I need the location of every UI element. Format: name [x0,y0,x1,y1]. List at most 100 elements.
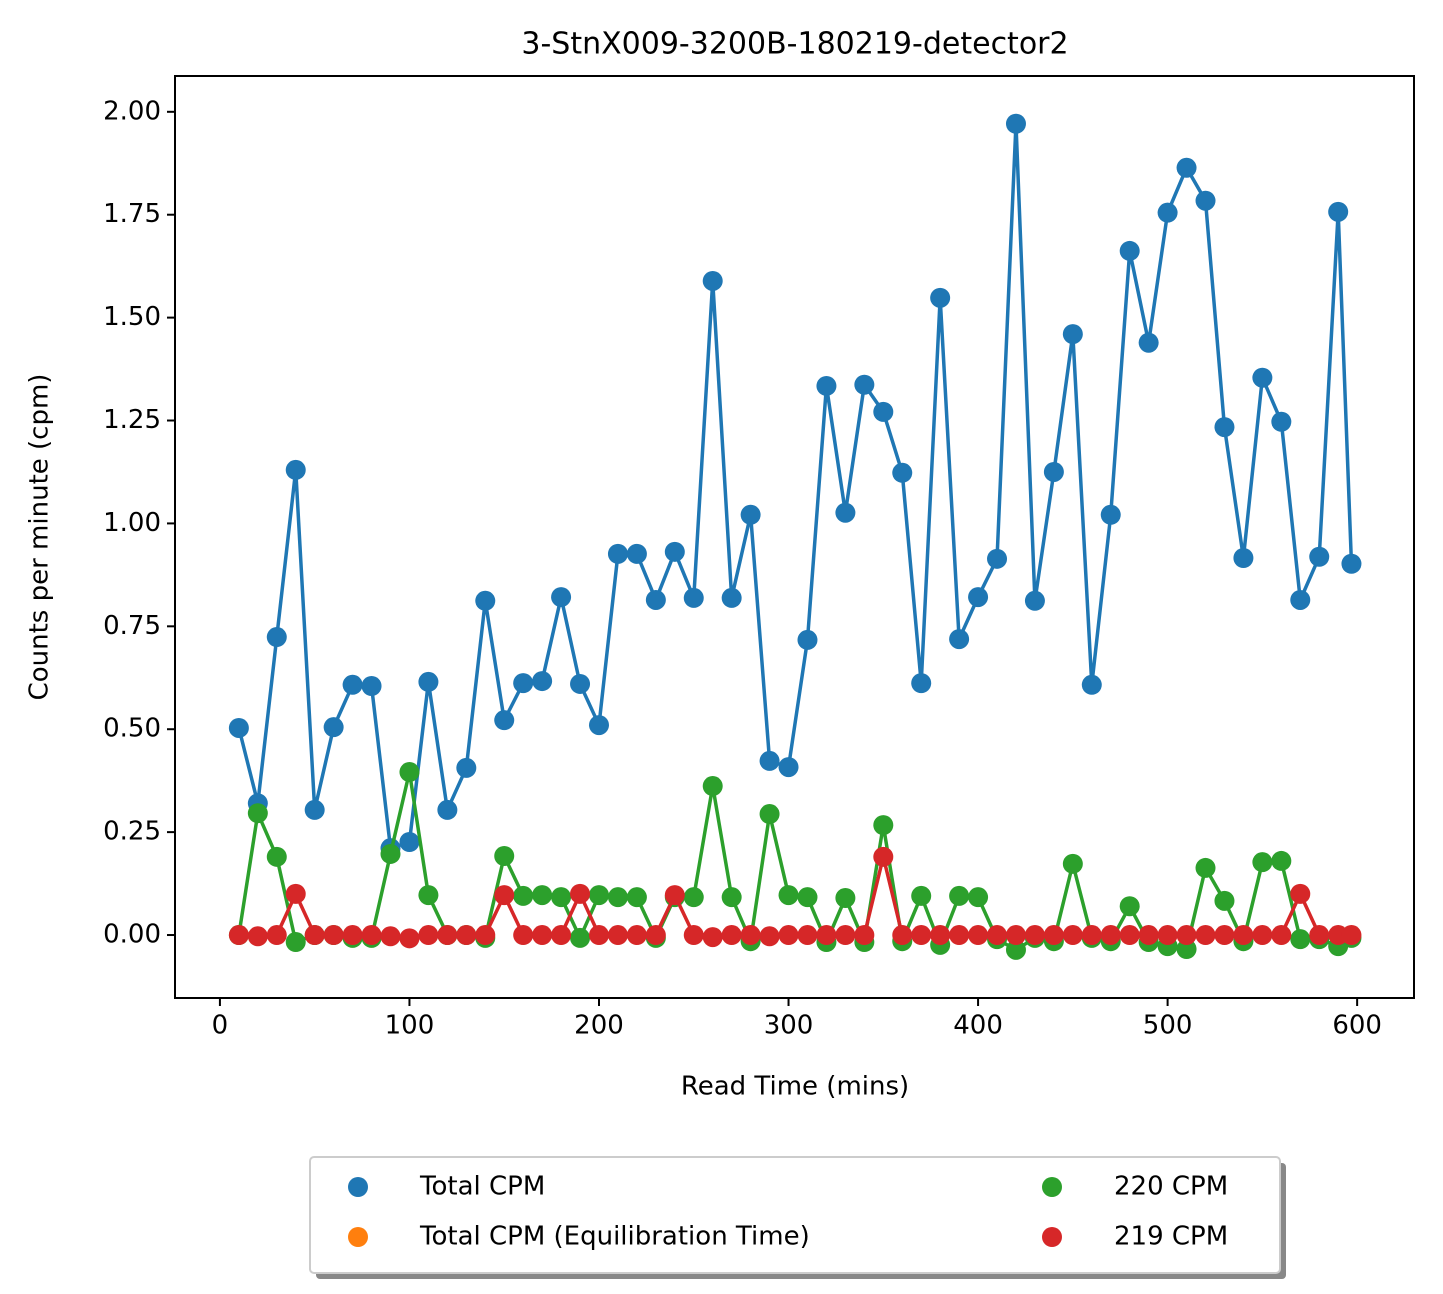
y-tick-label: 1.25 [103,405,161,435]
data-point [1138,925,1159,946]
x-tick-label: 500 [1143,1011,1193,1041]
data-point [1271,850,1292,871]
data-point [532,885,553,906]
data-point [892,462,913,483]
data-point [513,885,534,906]
data-point [570,927,591,948]
data-point [1195,925,1216,946]
data-point [911,925,932,946]
legend-label: Total CPM (Equilibration Time) [419,1222,810,1252]
data-point [1100,925,1121,946]
data-point [778,757,799,778]
data-point [513,925,534,946]
legend-label: 220 CPM [1114,1172,1228,1202]
data-point [664,885,685,906]
x-tick-label: 400 [953,1011,1003,1041]
data-point [816,375,837,396]
data-point [304,799,325,820]
data-point [968,925,989,946]
data-point [437,799,458,820]
chart-title: 3-StnX009-3200B-180219-detector2 [521,27,1068,62]
data-point [1157,925,1178,946]
data-point [987,925,1008,946]
data-point [721,925,742,946]
data-point [1271,925,1292,946]
data-point [588,715,609,736]
data-point [854,374,875,395]
data-point [399,762,420,783]
data-point [645,589,666,610]
data-point [551,587,572,608]
data-point [247,926,268,947]
legend-marker [348,1227,368,1247]
data-point [645,925,666,946]
data-point [1341,925,1362,946]
data-point [1341,553,1362,574]
data-point [323,717,344,738]
x-tick-label: 100 [385,1011,435,1041]
data-point [266,846,287,867]
data-point [323,925,344,946]
data-point [1081,925,1102,946]
data-point [949,629,970,650]
data-point [683,925,704,946]
data-point [266,627,287,648]
data-point [1195,190,1216,211]
data-point [683,587,704,608]
data-point [494,885,515,906]
legend-label: Total CPM [419,1172,545,1202]
data-point [342,674,363,695]
data-point [740,504,761,525]
data-point [1290,589,1311,610]
y-axis-label: Counts per minute (cpm) [25,374,55,701]
data-point [721,587,742,608]
data-point [1005,925,1026,946]
data-point [1005,113,1026,134]
data-point [1100,504,1121,525]
data-point [778,885,799,906]
data-point [873,815,894,836]
data-point [1119,925,1140,946]
data-point [759,804,780,825]
data-point [1328,201,1349,222]
data-point [1024,925,1045,946]
data-point [835,925,856,946]
data-point [494,845,515,866]
data-point [1176,157,1197,178]
data-point [570,883,591,904]
data-point [702,927,723,948]
data-point [1214,925,1235,946]
data-point [475,590,496,611]
data-point [513,673,534,694]
x-tick-label: 200 [574,1011,624,1041]
data-point [418,925,439,946]
data-point [721,887,742,908]
data-point [437,925,458,946]
data-point [1290,883,1311,904]
data-point [304,925,325,946]
data-point [456,925,477,946]
data-point [456,757,477,778]
data-point [797,925,818,946]
data-point [1119,240,1140,261]
data-point [607,887,628,908]
data-point [361,676,382,697]
data-point [342,925,363,946]
data-point [1214,890,1235,911]
data-point [854,925,875,946]
y-tick-label: 0.50 [103,714,161,744]
legend-marker [1042,1227,1062,1247]
data-point [532,671,553,692]
legend-box [309,1156,1281,1274]
data-point [683,887,704,908]
data-point [399,832,420,853]
y-tick-label: 1.75 [103,199,161,229]
data-point [968,587,989,608]
data-point [399,928,420,949]
data-point [588,885,609,906]
data-point [740,925,761,946]
x-axis-label: Read Time (mins) [681,1072,909,1102]
data-point [1252,925,1273,946]
data-point [285,459,306,480]
x-tick-label: 600 [1332,1011,1382,1041]
